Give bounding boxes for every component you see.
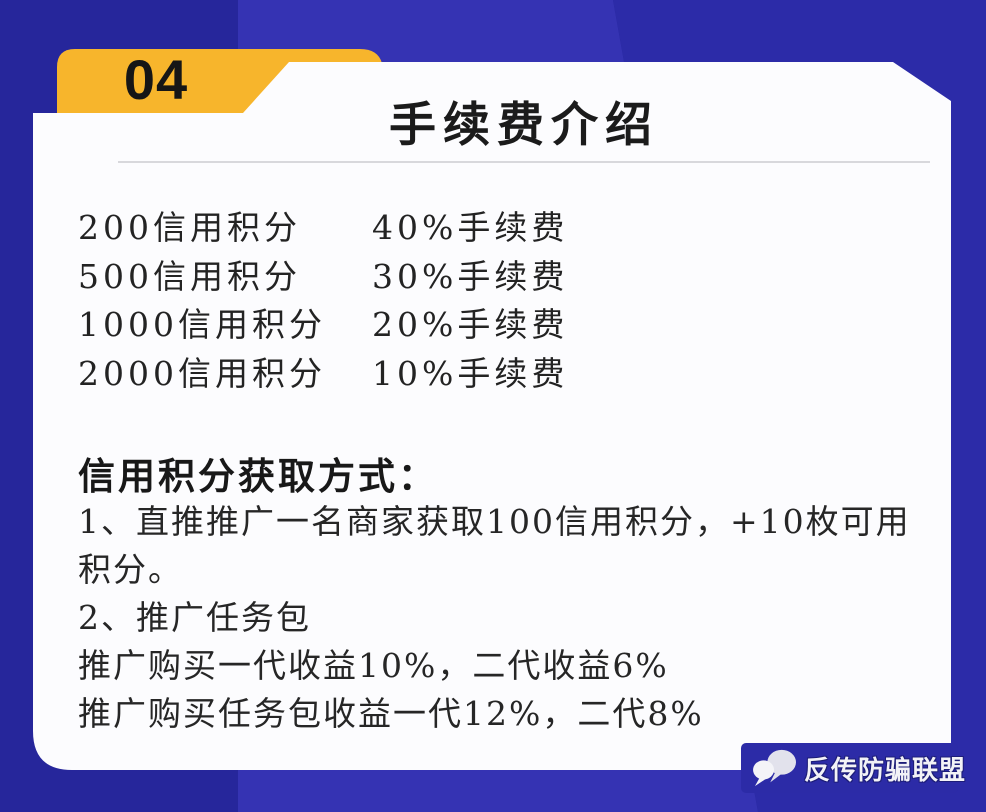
tab-number: 04 <box>123 47 189 111</box>
chat-bubble-front-tail <box>754 777 767 787</box>
fee-table-row: 500信用积分 30%手续费 <box>78 253 568 302</box>
chat-bubble-back <box>767 749 796 775</box>
fee-table-row: 1000信用积分 20%手续费 <box>78 301 568 350</box>
fee-table-row: 2000信用积分 10%手续费 <box>78 350 568 399</box>
credit-points-cell: 500信用积分 <box>78 256 301 296</box>
credit-rules: 1、直推推广一名商家获取100信用积分，+10枚可用积分。 2、推广任务包 推广… <box>78 498 934 738</box>
fee-rate-cell: 30%手续费 <box>372 256 569 296</box>
fee-rate-cell: 10%手续费 <box>372 353 569 393</box>
chat-bubbles-icon <box>753 749 796 787</box>
chat-bubble-front <box>753 760 775 780</box>
credit-points-cell: 2000信用积分 <box>78 353 326 393</box>
rule-item: 推广购买任务包收益一代12%，二代8% <box>78 694 704 733</box>
credit-points-cell: 200信用积分 <box>78 208 301 247</box>
fee-rate-cell: 40%手续费 <box>372 208 569 247</box>
watermark-badge: 反传防骗联盟 <box>741 743 965 793</box>
content-card <box>33 62 951 770</box>
page-title: 手续费介绍 <box>389 98 659 151</box>
section-heading: 信用积分获取方式： <box>78 456 438 497</box>
fee-rate-cell: 20%手续费 <box>372 305 569 344</box>
chat-bubble-back-tail <box>770 772 782 783</box>
rule-item: 1、直推推广一名商家获取100信用积分，+10枚可用积分。 <box>78 502 911 589</box>
watermark-label: 反传防骗联盟 <box>804 754 967 785</box>
title-divider <box>118 161 930 163</box>
fee-table: 200信用积分 40%手续费 500信用积分 30%手续费 1000信用积分 2… <box>78 204 568 398</box>
rule-item: 推广购买一代收益10%，二代收益6% <box>78 646 669 685</box>
fee-table-row: 200信用积分 40%手续费 <box>78 204 568 253</box>
rule-item: 2、推广任务包 <box>78 598 311 637</box>
credit-points-cell: 1000信用积分 <box>78 305 326 344</box>
watermark-badge-background <box>741 743 958 793</box>
